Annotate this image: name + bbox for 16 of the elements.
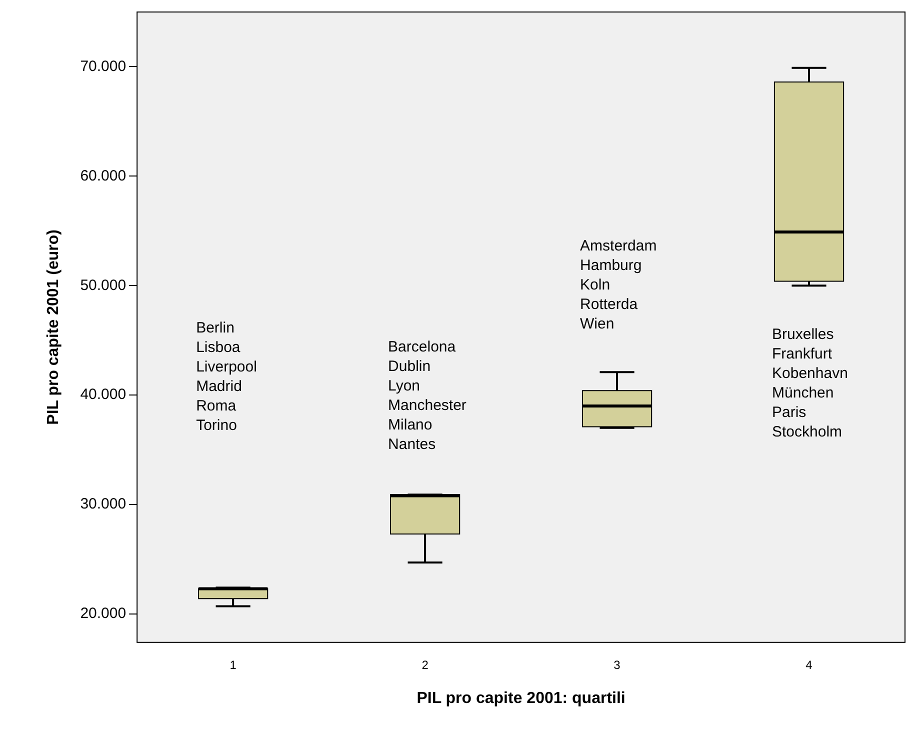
x-tick-label: 4 [806,658,813,672]
annotation: Bruxelles Frankfurt Kobenhavn München Paris Stockholm [772,326,848,440]
x-tick-label: 2 [422,658,429,672]
annotation: Berlin Lisboa Liverpool Madrid Roma Torino [196,320,257,434]
annotation: Barcelona Dublin Lyon Manchester Milano Nantes [388,338,466,453]
y-tick-label: 20.000 [80,605,126,622]
y-tick-label: 30.000 [80,496,126,513]
x-tick-label: 3 [614,658,621,672]
x-tick-label: 1 [230,658,237,672]
y-tick-label: 50.000 [80,276,126,294]
y-tick-label: 40.000 [80,386,126,404]
y-axis-title: PIL pro capite 2001 (euro) [45,230,62,425]
y-tick-label: 70.000 [80,58,126,75]
annotation: Amsterdam Hamburg Koln Rotterda Wien [580,238,657,333]
y-tick-label: 60.000 [80,167,126,184]
x-axis-title: PIL pro capite 2001: quartili [416,690,626,707]
